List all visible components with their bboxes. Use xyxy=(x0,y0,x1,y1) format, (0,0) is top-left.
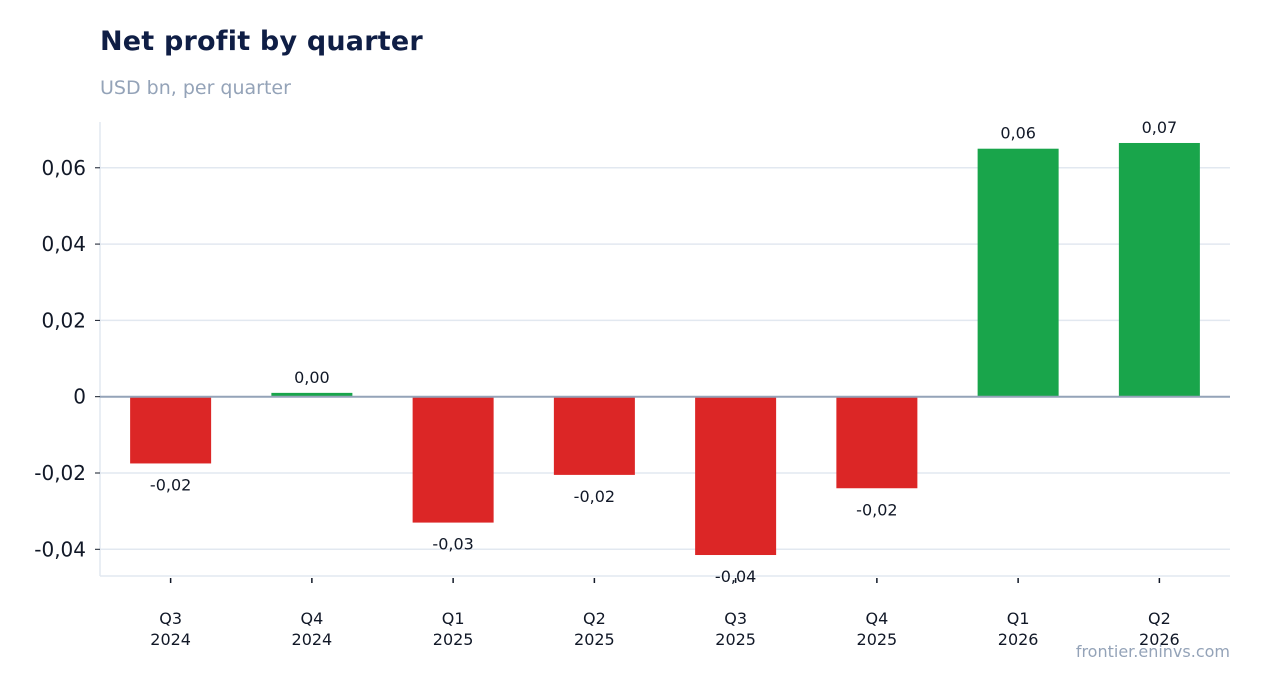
x-tick-label-year: 2024 xyxy=(150,630,191,649)
x-tick-label-quarter: Q1 xyxy=(1007,609,1030,628)
data-label: -0,02 xyxy=(150,475,191,494)
x-tick-label-year: 2026 xyxy=(1139,630,1180,649)
x-tick-label-quarter: Q2 xyxy=(1148,609,1171,628)
bar xyxy=(130,396,212,464)
chart-title: Net profit by quarter xyxy=(100,26,423,57)
x-tick-label-quarter: Q3 xyxy=(724,609,747,628)
x-tick-label-year: 2025 xyxy=(574,630,615,649)
chart-subtitle: USD bn, per quarter xyxy=(100,77,291,99)
x-tick-label-quarter: Q3 xyxy=(159,609,182,628)
x-tick-label-quarter: Q4 xyxy=(865,609,888,628)
data-label: -0,03 xyxy=(432,535,473,554)
x-tick-label-year: 2026 xyxy=(998,630,1039,649)
y-tick-label: 0 xyxy=(73,385,86,409)
bar xyxy=(271,392,353,397)
y-tick-label: 0,02 xyxy=(41,308,86,332)
y-tick-label: 0,06 xyxy=(41,156,86,180)
bar xyxy=(695,396,777,556)
bar xyxy=(836,396,918,489)
x-tick-label-year: 2025 xyxy=(433,630,474,649)
data-label: 0,06 xyxy=(1000,124,1036,143)
source-credit: frontier.eninvs.com xyxy=(1075,642,1230,661)
data-label: 0,00 xyxy=(294,368,330,387)
data-label: -0,02 xyxy=(574,487,615,506)
y-tick-label: -0,04 xyxy=(34,537,86,561)
bar xyxy=(977,148,1059,397)
bar xyxy=(553,396,635,475)
bar xyxy=(1118,142,1200,397)
data-label: 0,07 xyxy=(1142,118,1178,137)
x-tick-label-year: 2025 xyxy=(715,630,756,649)
x-tick-label-year: 2025 xyxy=(857,630,898,649)
x-tick-label-quarter: Q1 xyxy=(442,609,465,628)
data-label: -0,04 xyxy=(715,567,756,586)
data-label: -0,02 xyxy=(856,500,897,519)
x-tick-label-year: 2024 xyxy=(292,630,333,649)
bar xyxy=(412,396,494,523)
x-tick-label-quarter: Q2 xyxy=(583,609,606,628)
y-tick-label: 0,04 xyxy=(41,232,86,256)
y-tick-label: -0,02 xyxy=(34,461,86,485)
x-tick-label-quarter: Q4 xyxy=(300,609,323,628)
